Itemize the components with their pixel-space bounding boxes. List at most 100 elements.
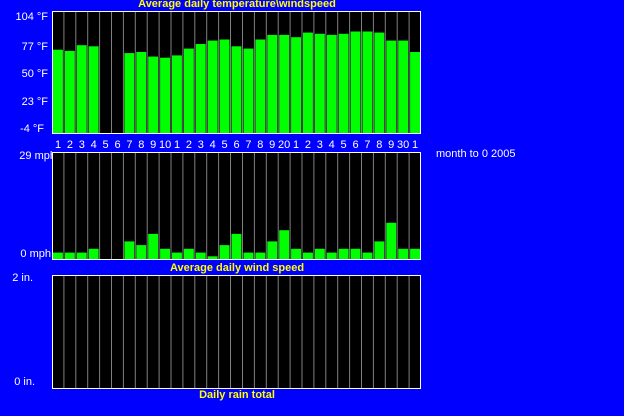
- wind-bar: [231, 233, 242, 260]
- temperature-bar: [88, 46, 99, 134]
- temp-ytick-label: 104 °F: [15, 11, 48, 23]
- day-tick-label: 7: [126, 139, 132, 151]
- temperature-bar: [207, 40, 218, 134]
- day-tick-label: 2: [305, 139, 311, 151]
- day-tick-label: 7: [364, 139, 370, 151]
- day-tick-label: 8: [138, 139, 144, 151]
- day-tick-label: 1: [293, 139, 299, 151]
- wind-bar: [183, 248, 194, 260]
- temperature-bar: [374, 32, 385, 134]
- wind-bar: [350, 248, 361, 260]
- wind-bar: [195, 252, 206, 260]
- wind-bar: [172, 252, 182, 260]
- temperature-bar: [267, 34, 278, 134]
- temperature-bar: [350, 31, 361, 134]
- temperature-bar: [338, 33, 349, 134]
- temperature-bar: [183, 48, 194, 134]
- wind-bar: [267, 241, 278, 260]
- temperature-bar: [410, 52, 420, 134]
- temp-ytick-label: -4 °F: [20, 123, 44, 135]
- temperature-bar: [195, 44, 206, 134]
- day-tick-label: 3: [198, 139, 204, 151]
- wind-bar: [88, 248, 99, 260]
- temperature-bar: [386, 40, 397, 134]
- day-tick-label: 4: [329, 139, 335, 151]
- day-tick-label: 4: [210, 139, 216, 151]
- day-tick-label: 6: [233, 139, 239, 151]
- wind-bar: [362, 252, 373, 260]
- day-tick-label: 9: [388, 139, 394, 151]
- rain-plot-border: [52, 275, 421, 389]
- temperature-bar: [398, 40, 409, 134]
- day-tick-label: 5: [103, 139, 109, 151]
- temperature-bar: [303, 32, 313, 134]
- temperature-bar: [291, 37, 301, 135]
- wind-bar: [53, 252, 63, 260]
- wind-bar: [314, 248, 325, 260]
- rain-ytick-label: 2 in.: [12, 272, 33, 284]
- wind-chart-title: Average daily wind speed: [169, 262, 305, 274]
- wind-bar: [279, 230, 290, 260]
- wind-bar: [219, 245, 230, 260]
- wind-bar: [148, 233, 159, 260]
- wind-ytick-label: 0 mph: [20, 248, 51, 260]
- day-tick-label: 3: [79, 139, 85, 151]
- day-tick-label: 1: [55, 139, 61, 151]
- temperature-bar: [243, 48, 254, 134]
- temperature-bar: [362, 31, 373, 134]
- wind-bar: [243, 252, 254, 260]
- day-tick-label: 3: [317, 139, 323, 151]
- wind-bar: [136, 245, 147, 260]
- rain-ytick-label: 0 in.: [14, 376, 35, 388]
- wind-ytick-label: 29 mph: [19, 150, 56, 162]
- wind-bar: [255, 252, 266, 260]
- temperature-plot-border: [52, 11, 421, 134]
- temperature-bar: [136, 52, 147, 134]
- day-tick-label: 2: [186, 139, 192, 151]
- temperature-bar: [314, 33, 325, 134]
- wind-plot-border: [52, 152, 421, 260]
- rain-plot-area: [52, 275, 421, 389]
- temperature-bar: [231, 46, 242, 134]
- wind-bar: [410, 248, 420, 260]
- day-tick-label: 20: [278, 139, 290, 151]
- temperature-bar: [148, 56, 159, 134]
- day-tick-label: 7: [245, 139, 251, 151]
- temperature-bar: [76, 45, 87, 135]
- day-tick-label: 30: [397, 139, 409, 151]
- temperature-bar: [219, 39, 230, 134]
- day-tick-label: 4: [91, 139, 97, 151]
- day-tick-label: 1: [412, 139, 418, 151]
- day-tick-label: 10: [159, 139, 171, 151]
- temperature-bar: [64, 50, 75, 134]
- day-tick-label: 1: [174, 139, 180, 151]
- day-tick-label: 8: [257, 139, 263, 151]
- wind-bar: [303, 252, 313, 260]
- wind-bar: [398, 248, 409, 260]
- temperature-bar: [160, 57, 170, 135]
- day-tick-label: 6: [114, 139, 120, 151]
- wind-bar: [326, 252, 337, 260]
- wind-bar: [64, 252, 75, 260]
- temperature-bar: [124, 53, 135, 134]
- day-tick-label: 5: [341, 139, 347, 151]
- temperature-bar: [255, 39, 266, 134]
- wind-bar: [160, 248, 170, 260]
- wind-bar: [291, 248, 301, 260]
- wind-bar: [124, 241, 135, 260]
- temp-ytick-label: 77 °F: [21, 41, 48, 53]
- period-note: month to 0 2005: [436, 148, 516, 160]
- day-tick-label: 9: [269, 139, 275, 151]
- day-tick-label: 8: [376, 139, 382, 151]
- wind-bar: [76, 252, 87, 260]
- day-tick-label: 2: [67, 139, 73, 151]
- temp-ytick-label: 23 °F: [21, 96, 48, 108]
- day-tick-label: 9: [150, 139, 156, 151]
- rain-chart-title: Daily rain total: [199, 389, 275, 401]
- wind-bar: [386, 222, 397, 260]
- temperature-chart-title: Average daily temperature\windspeed: [138, 0, 336, 10]
- temp-ytick-label: 50 °F: [21, 68, 48, 80]
- temperature-bar: [326, 34, 337, 134]
- day-tick-label: 5: [222, 139, 228, 151]
